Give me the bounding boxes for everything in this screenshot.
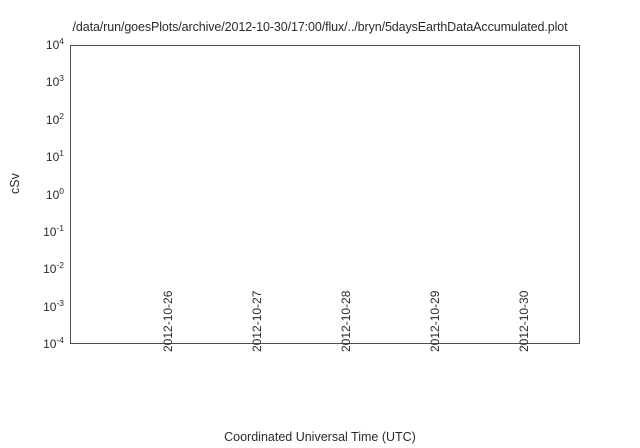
- x-tick-label: 2012-10-29: [428, 290, 442, 352]
- y-tick-label: 102: [45, 110, 64, 127]
- y-axis-tick-labels: 104 103 102 101 100 10-1 10-2 10-3 10-4: [0, 0, 64, 448]
- y-tick-label: 103: [45, 73, 64, 90]
- x-axis-title: Coordinated Universal Time (UTC): [224, 430, 416, 444]
- y-tick-label: 104: [45, 36, 64, 52]
- plot-frame-border: [70, 45, 580, 344]
- x-tick-label: 2012-10-28: [339, 290, 353, 352]
- x-tick-label: 2012-10-26: [161, 290, 176, 352]
- x-tick-label: 2012-10-27: [250, 290, 264, 352]
- plot-area: [70, 45, 580, 344]
- y-tick-label: 100: [45, 185, 64, 202]
- y-tick-label: 101: [45, 148, 64, 165]
- x-tick-label: 2012-10-30: [516, 290, 531, 352]
- y-axis-title: cSv: [8, 173, 22, 194]
- y-tick-label: 10-1: [43, 222, 64, 239]
- y-tick-label: 10-2: [43, 260, 64, 277]
- chart-title: /data/run/goesPlots/archive/2012-10-30/1…: [72, 20, 568, 34]
- y-tick-label: 10-4: [43, 335, 64, 351]
- y-tick-label: 10-3: [43, 297, 64, 314]
